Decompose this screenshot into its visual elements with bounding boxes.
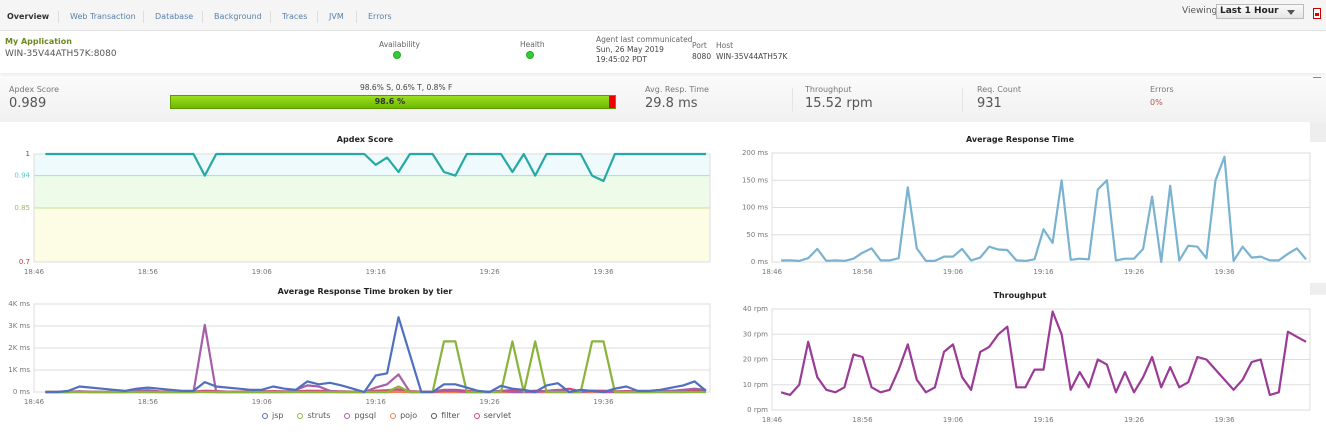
- legend-label: pojo: [400, 411, 418, 420]
- resp-time-label: Avg. Resp. Time: [645, 85, 709, 94]
- legend-marker-icon: [390, 412, 397, 419]
- legend-item-filter[interactable]: filter: [431, 411, 460, 420]
- tab-overview[interactable]: Overview: [7, 12, 50, 21]
- throughput-value: 15.52 rpm: [805, 96, 873, 111]
- tab-database[interactable]: Database: [155, 12, 194, 21]
- charts-area: [0, 122, 1326, 445]
- chart-title-resp: Average Response Time: [965, 135, 1075, 144]
- chart-title-throughput: Throughput: [993, 291, 1047, 300]
- viewing-label: Viewing: [1182, 6, 1218, 16]
- tab-background[interactable]: Background: [214, 12, 262, 21]
- scrollbar[interactable]: [1310, 283, 1326, 295]
- tab-divider: [356, 11, 357, 23]
- divider: [792, 88, 793, 112]
- divider: [962, 88, 963, 112]
- legend-item-servlet[interactable]: servlet: [473, 411, 512, 420]
- availability-label: Availability: [379, 40, 420, 49]
- health-label: Health: [520, 40, 545, 49]
- host-value: WIN-35V44ATH57K: [716, 52, 788, 61]
- apdex-value: 0.989: [9, 96, 47, 111]
- agent-label: Agent last communicated: [596, 35, 693, 44]
- req-count-label: Req. Count: [977, 85, 1022, 94]
- legend-marker-icon: [431, 412, 438, 419]
- tab-divider: [270, 11, 271, 23]
- tab-errors[interactable]: Errors: [368, 12, 392, 21]
- apdex-satisfied-fill: 98.6 %: [171, 96, 609, 108]
- apdex-progress-bar: 98.6 %: [170, 95, 616, 109]
- scrollbar[interactable]: [1310, 122, 1326, 142]
- legend-label: struts: [307, 411, 331, 420]
- legend-marker-icon: [297, 412, 304, 419]
- tab-bar: Overview Web Transaction Database Backgr…: [0, 0, 1326, 31]
- tab-traces[interactable]: Traces: [282, 12, 308, 21]
- legend-item-struts[interactable]: struts: [297, 411, 330, 420]
- legend-item-jsp[interactable]: jsp: [262, 411, 283, 420]
- tab-divider: [317, 11, 318, 23]
- tab-divider: [143, 11, 144, 23]
- app-name[interactable]: My Application: [5, 37, 72, 46]
- chart-title-tier: Average Response Time broken by tier: [277, 287, 453, 296]
- availability-status-icon: [393, 51, 401, 59]
- errors-label: Errors: [1150, 85, 1174, 94]
- chart-title-apdex: Apdex Score: [336, 135, 394, 144]
- pdf-icon[interactable]: [1313, 8, 1321, 19]
- legend-label: filter: [441, 411, 460, 420]
- tier-legend: jsp struts pgsql pojo filter servlet: [262, 411, 525, 420]
- errors-value: 0%: [1150, 98, 1163, 107]
- legend-label: pgsql: [354, 411, 377, 420]
- tab-jvm[interactable]: JVM: [329, 12, 344, 21]
- throughput-label: Throughput: [805, 85, 852, 94]
- legend-item-pgsql[interactable]: pgsql: [344, 411, 376, 420]
- app-instance: WIN-35V44ATH57K:8080: [5, 49, 117, 59]
- time-range-value: Last 1 Hour: [1220, 6, 1279, 16]
- legend-label: jsp: [272, 411, 284, 420]
- health-status-icon: [526, 51, 534, 59]
- tab-divider: [202, 11, 203, 23]
- req-count-value: 931: [977, 96, 1002, 111]
- legend-marker-icon: [473, 412, 480, 419]
- agent-date: Sun, 26 May 2019: [596, 45, 664, 54]
- legend-marker-icon: [262, 412, 268, 419]
- tab-divider: [58, 11, 59, 23]
- host-label: Host: [716, 41, 734, 50]
- agent-time: 19:45:02 PDT: [596, 55, 647, 64]
- legend-item-pojo[interactable]: pojo: [390, 411, 417, 420]
- legend-label: servlet: [483, 411, 512, 420]
- port-value: 8080: [692, 52, 712, 61]
- port-label: Port: [692, 41, 707, 50]
- time-range-select[interactable]: Last 1 Hour: [1216, 4, 1304, 19]
- legend-marker-icon: [344, 412, 351, 419]
- tab-web-transaction[interactable]: Web Transaction: [70, 12, 136, 21]
- app-info-bar: My Application WIN-35V44ATH57K:8080 Avai…: [0, 31, 1326, 86]
- apdex-label: Apdex Score: [9, 85, 60, 94]
- apdex-breakdown: 98.6% S, 0.6% T, 0.8% F: [360, 83, 453, 92]
- chevron-down-icon: [1287, 10, 1295, 15]
- resp-time-value: 29.8 ms: [645, 96, 698, 111]
